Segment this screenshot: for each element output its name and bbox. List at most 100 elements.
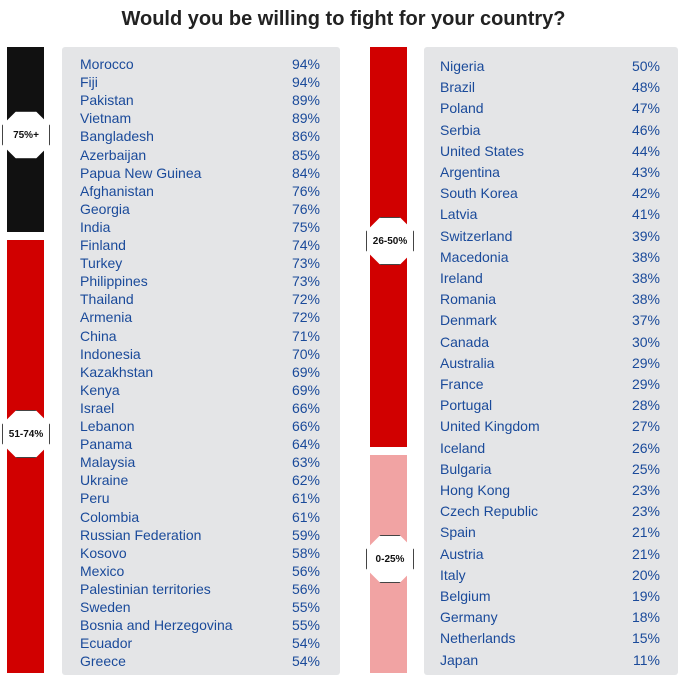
table-row: Fiji 94% [80, 73, 320, 91]
table-row: Denmark 37% [440, 311, 660, 329]
table-row: Nigeria 50% [440, 57, 660, 75]
country-name: Japan [440, 651, 479, 668]
country-name: Hong Kong [440, 482, 511, 498]
country-name: Kazakhstan [80, 363, 154, 380]
country-name: Colombia [80, 508, 140, 525]
percent-value: 42% [631, 185, 660, 202]
country-name: Morocco [80, 56, 134, 72]
percent-value: 23% [631, 482, 660, 498]
table-row: Finland 74% [80, 236, 320, 254]
percent-value: 94% [291, 74, 320, 91]
country-name: India [80, 218, 111, 235]
band-badge-51-74: 51-74% [2, 410, 50, 458]
country-name: Armenia [80, 309, 133, 326]
percent-value: 55% [291, 617, 320, 634]
country-name: Brazil [440, 79, 476, 96]
table-row: Morocco 94% [80, 55, 320, 73]
country-name: Spain [440, 524, 476, 541]
country-name: Nigeria [440, 58, 485, 74]
country-name: Argentina [440, 164, 500, 180]
percent-value: 64% [291, 436, 320, 453]
table-row: Iceland 26% [440, 439, 660, 457]
percent-value: 39% [631, 227, 660, 244]
table-row: Ecuador 54% [80, 634, 320, 652]
percent-value: 21% [631, 524, 660, 541]
country-name: Denmark [440, 312, 497, 329]
percent-value: 76% [291, 200, 320, 217]
country-name: Philippines [80, 273, 148, 290]
table-row: Austria 21% [440, 545, 660, 563]
table-row: Hong Kong 23% [440, 481, 660, 499]
percent-value: 66% [291, 418, 320, 434]
table-row: India 75% [80, 218, 320, 236]
table-row: Bosnia and Herzegovina 55% [80, 616, 320, 634]
percent-value: 59% [291, 526, 320, 543]
country-name: Malaysia [80, 454, 136, 471]
country-name: Fiji [80, 74, 98, 91]
table-row: Argentina 43% [440, 163, 660, 181]
percent-value: 66% [291, 399, 320, 416]
percent-value: 76% [291, 182, 320, 199]
percent-value: 38% [631, 248, 660, 265]
percent-value: 56% [291, 580, 320, 597]
country-name: Peru [80, 490, 110, 507]
country-name: Georgia [80, 200, 130, 217]
country-name: Greece [80, 653, 126, 670]
table-row: Romania 38% [440, 290, 660, 308]
percent-value: 19% [631, 588, 660, 604]
country-name: Serbia [440, 121, 481, 138]
percent-value: 48% [631, 79, 660, 96]
table-row: Brazil 48% [440, 78, 660, 96]
country-name: Russian Federation [80, 526, 202, 543]
country-name: Lebanon [80, 418, 135, 434]
table-row: Australia 29% [440, 354, 660, 372]
percent-value: 29% [631, 376, 660, 392]
country-name: Kenya [80, 381, 120, 398]
table-row: Philippines 73% [80, 272, 320, 290]
percent-value: 29% [631, 354, 660, 371]
country-name: Latvia [440, 206, 478, 223]
table-row: Greece 54% [80, 652, 320, 670]
table-row: Macedonia 38% [440, 248, 660, 266]
country-name: Azerbaijan [80, 146, 147, 163]
country-name: Sweden [80, 599, 131, 615]
table-row: France 29% [440, 375, 660, 393]
percent-value: 11% [633, 651, 660, 668]
percent-value: 46% [631, 121, 660, 138]
country-name: Ukraine [80, 472, 129, 489]
percent-value: 56% [291, 562, 320, 579]
table-row: United Kingdom 27% [440, 417, 660, 435]
table-row: Bangladesh 86% [80, 127, 320, 145]
percent-value: 61% [291, 490, 320, 507]
country-name: Ireland [440, 270, 483, 286]
table-row: Israel 66% [80, 399, 320, 417]
country-name: Israel [80, 399, 115, 416]
percent-value: 26% [631, 439, 660, 456]
country-name: Palestinian territories [80, 580, 211, 597]
percent-value: 71% [291, 327, 320, 344]
country-name: United Kingdom [440, 418, 540, 435]
percent-value: 89% [291, 110, 320, 127]
table-row: Serbia 46% [440, 121, 660, 139]
table-row: Georgia 76% [80, 200, 320, 218]
table-row: Germany 18% [440, 608, 660, 626]
table-row: Lebanon 66% [80, 417, 320, 435]
table-row: Ukraine 62% [80, 471, 320, 489]
table-row: Palestinian territories 56% [80, 580, 320, 598]
country-name: Vietnam [80, 110, 132, 127]
percent-value: 84% [291, 164, 320, 181]
country-name: Indonesia [80, 345, 141, 362]
table-row: Afghanistan 76% [80, 182, 320, 200]
country-table-left [62, 47, 340, 675]
country-name: Ecuador [80, 635, 133, 652]
percent-value: 28% [631, 397, 660, 414]
percent-value: 58% [291, 544, 320, 561]
percent-value: 69% [291, 381, 320, 398]
percent-value: 50% [631, 58, 660, 74]
percent-value: 54% [291, 635, 320, 652]
percent-value: 20% [631, 566, 660, 583]
table-row: Czech Republic 23% [440, 502, 660, 520]
table-row: Kazakhstan 69% [80, 363, 320, 381]
table-row: Poland 47% [440, 99, 660, 117]
country-name: Kosovo [80, 544, 127, 561]
